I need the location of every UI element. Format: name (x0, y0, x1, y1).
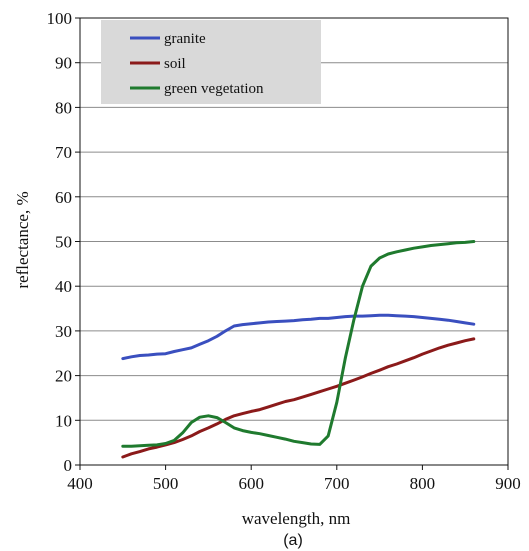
series-lines (121, 240, 476, 459)
y-tick-label: 20 (55, 367, 72, 386)
y-tick-label: 0 (64, 456, 73, 475)
y-axis-title: reflectance, % (13, 191, 32, 288)
x-tick-label: 900 (495, 474, 521, 493)
x-tick-label: 400 (67, 474, 93, 493)
legend-label: granite (164, 31, 206, 47)
y-tick-label: 40 (55, 277, 72, 296)
legend-label: soil (164, 56, 186, 72)
y-tick-label: 90 (55, 54, 72, 73)
y-tick-label: 70 (55, 143, 72, 162)
x-tick-label: 500 (153, 474, 179, 493)
plot-frame (79, 17, 509, 466)
x-axis-title: wavelength, nm (242, 509, 351, 528)
legend: granite soil green vegetation (101, 20, 321, 104)
y-tick-label: 50 (55, 233, 72, 252)
y-tick-label: 80 (55, 98, 72, 117)
figure-caption: (a) (283, 532, 303, 549)
y-tick-label: 30 (55, 322, 72, 341)
x-tick-label: 800 (410, 474, 436, 493)
series-line-soil (121, 337, 476, 459)
series-line-green-vegetation (121, 240, 476, 448)
x-tick-label: 700 (324, 474, 350, 493)
axes: 0 10 20 30 40 50 60 70 80 90 100 400 500 600 700 800 900 (47, 9, 521, 493)
y-tick-label: 10 (55, 411, 72, 430)
x-tick-label: 600 (238, 474, 264, 493)
y-tick-label: 100 (47, 9, 73, 28)
legend-label: green vegetation (164, 81, 264, 97)
series-line-granite (121, 313, 476, 361)
y-tick-label: 60 (55, 188, 72, 207)
